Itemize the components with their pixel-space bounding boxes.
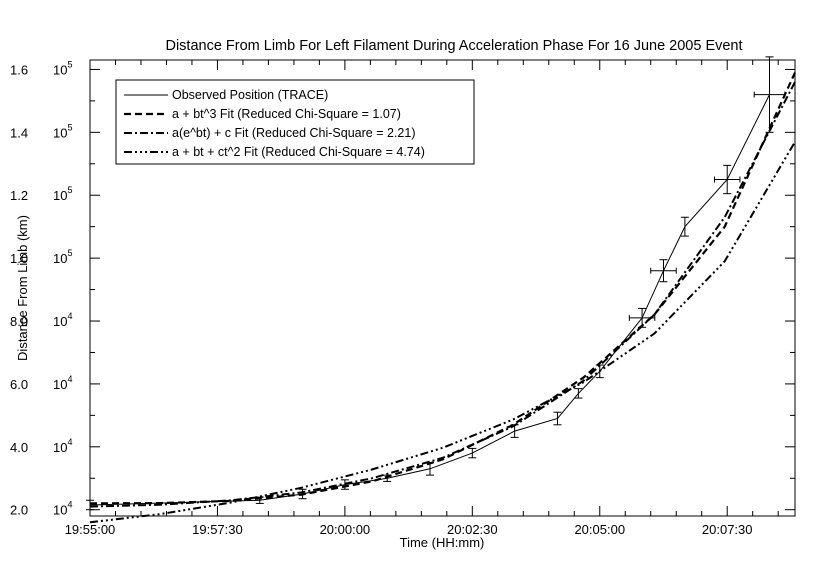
y-axis-ticks: 2.0 104 4.0 104 6.0 104 8.0 104 1.0 105 1.2 1… xyxy=(10,59,795,518)
legend-label-2: a + bt^3 Fit (Reduced Chi-Square = 1.07) xyxy=(172,107,401,121)
x-axis-ticks: 19:55:00 19:57:30 20:00:00 20:02:30 20:05:00… xyxy=(65,60,779,537)
error-bar xyxy=(595,364,604,379)
y-axis-label: Distance From Limb (km) xyxy=(15,215,30,361)
x-tick-label: 19:55:00 xyxy=(65,522,116,537)
x-tick-label: 20:00:00 xyxy=(320,522,371,537)
series-layer xyxy=(89,72,797,524)
chart-title: Distance From Limb For Left Filament Dur… xyxy=(165,38,742,54)
x-axis-label: Time (HH:mm) xyxy=(400,535,485,550)
error-bar xyxy=(86,499,94,511)
series-line-2 xyxy=(89,72,797,505)
y-tick-label: 1.0 105 xyxy=(10,248,72,266)
error-bar xyxy=(713,164,741,195)
y-tick-label: 8.0 104 xyxy=(10,311,72,329)
x-tick-label: 19:57:30 xyxy=(192,522,243,537)
error-bar xyxy=(574,388,583,399)
y-tick-label: 1.6 105 xyxy=(10,59,72,77)
y-tick-label: 2.0 104 xyxy=(10,500,72,518)
error-bar xyxy=(680,216,689,237)
error-bar xyxy=(255,496,264,504)
error-bar xyxy=(753,56,786,133)
x-tick-label: 20:02:30 xyxy=(447,522,498,537)
y-tick-label: 6.0 104 xyxy=(10,374,72,392)
error-bar xyxy=(298,488,307,500)
series-line-4 xyxy=(89,141,796,524)
error-bar xyxy=(340,479,349,490)
error-bar xyxy=(650,259,677,283)
x-tick-label: 20:05:00 xyxy=(574,522,625,537)
y-tick-label: 1.4 105 xyxy=(10,122,72,140)
error-bars xyxy=(86,56,786,511)
y-tick-label: 4.0 104 xyxy=(10,437,72,455)
legend-label-4: a + bt + ct^2 Fit (Reduced Chi-Square = … xyxy=(172,145,425,159)
plot-frame xyxy=(89,59,796,517)
legend-box xyxy=(115,79,475,165)
error-bar xyxy=(628,307,656,328)
error-bar xyxy=(383,474,392,482)
series-line-1 xyxy=(89,94,770,506)
y-tick-label: 1.2 105 xyxy=(10,185,72,203)
error-bar xyxy=(426,462,435,476)
error-bar xyxy=(510,424,519,438)
x-tick-label: 20:07:30 xyxy=(702,522,753,537)
legend-label-1: Observed Position (TRACE) xyxy=(172,88,328,102)
error-bar xyxy=(553,411,562,426)
series-line-3 xyxy=(89,81,796,508)
error-bar xyxy=(468,447,477,459)
legend: Observed Position (TRACE) a + bt^3 Fit (R… xyxy=(115,79,475,165)
legend-label-3: a(e^bt) + c Fit (Reduced Chi-Square = 2.… xyxy=(172,126,415,140)
